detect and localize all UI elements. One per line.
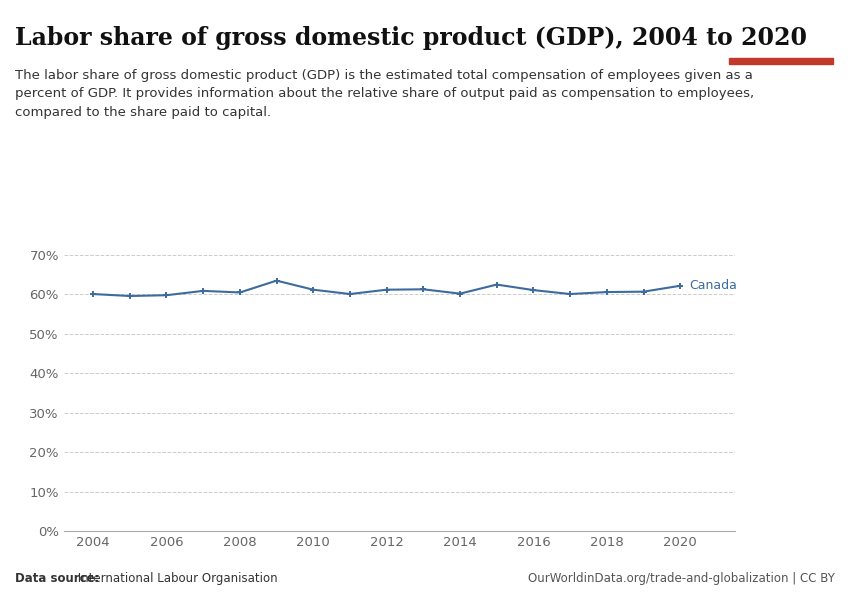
Text: Canada: Canada (689, 279, 737, 292)
Bar (729, 58, 833, 64)
Text: International Labour Organisation: International Labour Organisation (75, 572, 278, 585)
Text: The labor share of gross domestic product (GDP) is the estimated total compensat: The labor share of gross domestic produc… (15, 69, 755, 119)
Text: OurWorldinData.org/trade-and-globalization | CC BY: OurWorldinData.org/trade-and-globalizati… (528, 572, 835, 585)
Text: Labor share of gross domestic product (GDP), 2004 to 2020: Labor share of gross domestic product (G… (15, 26, 807, 50)
Text: Data source:: Data source: (15, 572, 99, 585)
Text: Our World
in Data: Our World in Data (748, 20, 814, 49)
